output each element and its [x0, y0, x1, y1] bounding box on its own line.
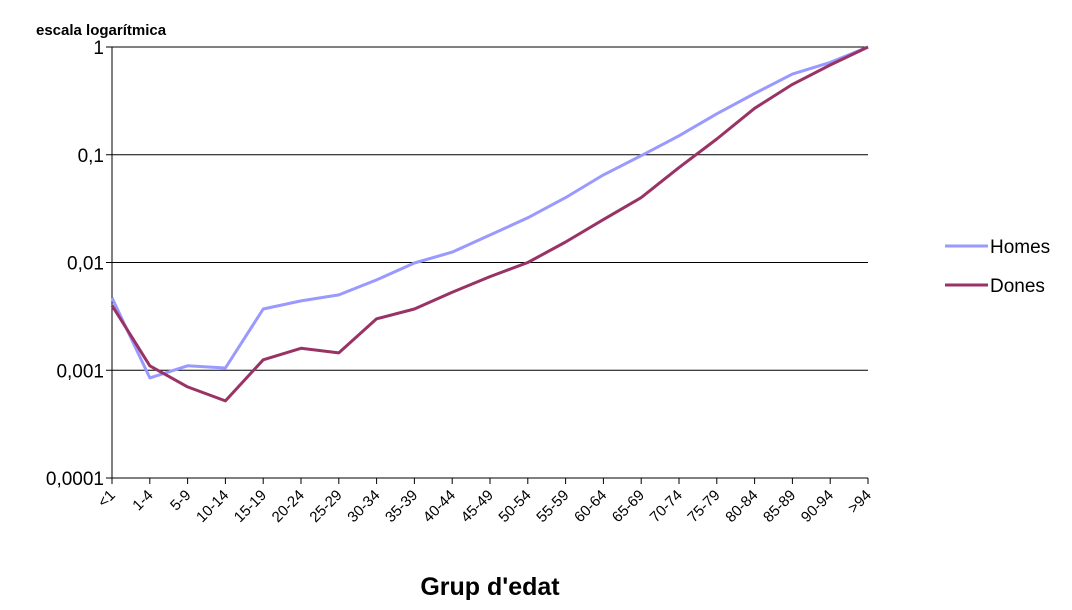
x-tick-label: 80-84: [722, 487, 761, 526]
x-tick-label: 85-89: [760, 487, 799, 526]
x-tick-label: 15-19: [231, 487, 270, 526]
y-tick-label: 0,01: [67, 254, 104, 275]
y-tick-label: 0,1: [78, 146, 104, 167]
series-lines: [110, 45, 869, 403]
x-tick-label: 60-64: [571, 487, 610, 526]
x-tick-label: 40-44: [420, 487, 459, 526]
x-tick-label: 35-39: [382, 487, 421, 526]
legend-label-dones: Dones: [990, 276, 1045, 297]
y-tick-label: 0,001: [56, 361, 104, 382]
x-tick-label: 45-49: [458, 487, 497, 526]
x-tick-label: >94: [845, 487, 875, 517]
x-tick-label: 50-54: [495, 487, 534, 526]
x-tick-label: 90-94: [798, 487, 837, 526]
x-tick-label: 5-9: [167, 487, 194, 514]
x-tick-label: 20-24: [269, 487, 308, 526]
x-tick-label: 55-59: [533, 487, 572, 526]
x-axis-label: Grup d'edat: [420, 573, 560, 601]
y-axis-label: escala logarítmica: [36, 22, 167, 39]
x-tick-label: 65-69: [609, 487, 648, 526]
series-line-homes: [110, 45, 869, 380]
y-axis-ticks: 1 0,1 0,01 0,001 0,0001: [46, 38, 112, 490]
series-line-dones: [110, 45, 869, 403]
x-tick-label: 30-34: [344, 487, 383, 526]
x-tick-label: 75-79: [684, 487, 723, 526]
x-tick-label: 70-74: [647, 487, 686, 526]
legend: Homes Dones: [945, 237, 1050, 297]
x-tick-label: 10-14: [193, 487, 232, 526]
y-tick-label: 1: [93, 38, 104, 59]
x-tick-label: 1-4: [129, 487, 156, 514]
x-tick-label: <1: [95, 487, 119, 511]
x-tick-label: 25-29: [306, 487, 345, 526]
legend-label-homes: Homes: [990, 237, 1050, 258]
gridlines: [112, 46, 868, 371]
y-tick-label: 0,0001: [46, 469, 104, 490]
x-axis-ticks: <1 1-4 5-910-1415-1920-2425-2930-3435-3940…: [95, 478, 875, 526]
